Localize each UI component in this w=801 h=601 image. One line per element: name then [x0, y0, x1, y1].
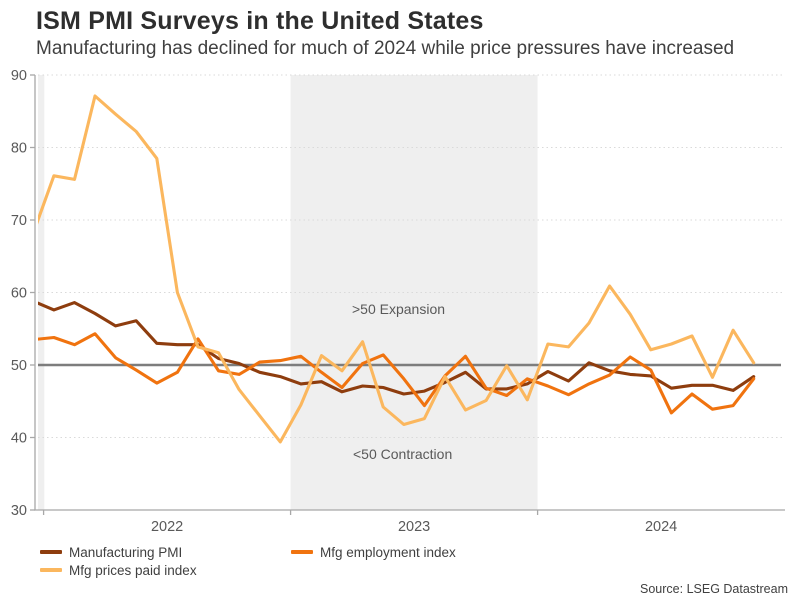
mfg-employment-line: [38, 332, 756, 415]
shaded-band-2023: [290, 75, 538, 510]
year-label-2023: 2023: [398, 519, 430, 535]
year-label-2024: 2024: [645, 519, 677, 535]
shaded-band-2021-edge: [38, 75, 45, 510]
y-tick-label-30: 30: [11, 503, 27, 519]
legend-item-mfg-employment: Mfg employment index: [291, 543, 456, 561]
mfg-prices-paid-line: [38, 94, 756, 444]
legend-swatch-mfg-employment: [291, 550, 313, 554]
source-attribution: Source: LSEG Datastream: [640, 582, 788, 596]
y-tick-label-70: 70: [11, 213, 27, 229]
page-title: ISM PMI Surveys in the United States: [36, 7, 484, 35]
y-tick-label-90: 90: [11, 68, 27, 84]
y-tick-label-40: 40: [11, 431, 27, 447]
legend-swatch-mfg-prices-paid: [40, 568, 62, 572]
year-label-2022: 2022: [151, 519, 183, 535]
legend-label-mfg-employment: Mfg employment index: [320, 544, 456, 560]
legend-item-mfg-prices-paid: Mfg prices paid index: [40, 561, 197, 579]
legend-item-manufacturing-pmi: Manufacturing PMI: [40, 543, 182, 561]
manufacturing-pmi-line: [38, 301, 756, 396]
series-group: [38, 94, 756, 444]
contraction-annotation: <50 Contraction: [353, 446, 453, 462]
y-tick-label-80: 80: [11, 141, 27, 157]
expansion-annotation: >50 Expansion: [352, 301, 446, 317]
y-tick-label-60: 60: [11, 286, 27, 302]
legend-label-mfg-prices-paid: Mfg prices paid index: [69, 562, 197, 578]
legend-swatch-manufacturing-pmi: [40, 550, 62, 554]
page-subtitle: Manufacturing has declined for much of 2…: [36, 38, 735, 59]
y-tick-label-50: 50: [11, 358, 27, 374]
legend-label-manufacturing-pmi: Manufacturing PMI: [69, 544, 183, 560]
